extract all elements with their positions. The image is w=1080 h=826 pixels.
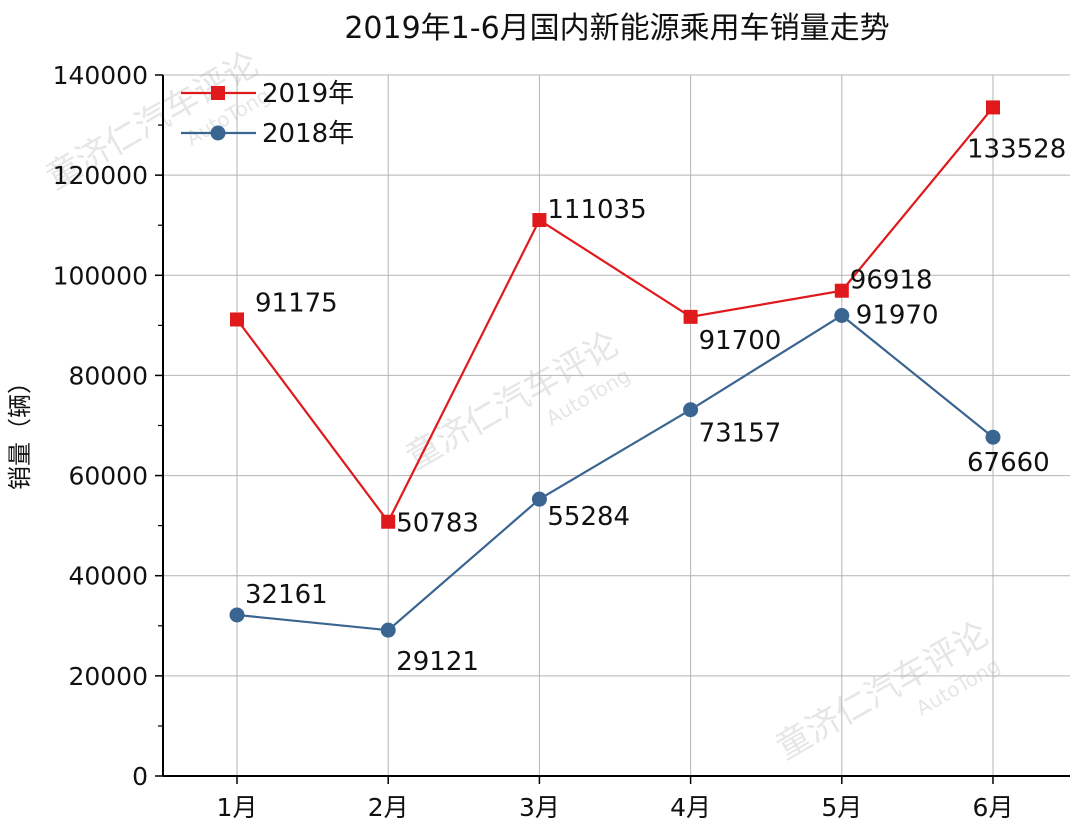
series-line [236, 314, 994, 632]
data-label: 91970 [856, 300, 939, 330]
x-tick-label: 6月 [973, 793, 1014, 822]
x-tick-label: 2月 [368, 793, 409, 822]
data-label: 67660 [967, 448, 1050, 478]
legend-marker [210, 125, 226, 141]
y-tick-labels: 0 20000 40000 60000 80000 100000 120000 140000 [53, 61, 148, 791]
series-line [236, 106, 994, 524]
data-point [985, 429, 1001, 445]
data-point [230, 312, 244, 327]
y-tick-label: 0 [132, 762, 148, 791]
x-tick-label: 3月 [519, 793, 560, 822]
x-tick-label: 1月 [217, 793, 258, 822]
x-tick-labels: 1月 2月 3月 4月 5月 6月 [217, 793, 1014, 822]
data-point [381, 514, 396, 529]
data-point [834, 307, 850, 323]
y-axis-label: 销量（辆） [6, 370, 34, 490]
legend-label: 2018年 [262, 119, 354, 149]
data-label: 91175 [255, 288, 338, 318]
data-point [532, 213, 547, 228]
data-point [229, 607, 245, 623]
x-tick-label: 5月 [821, 793, 862, 822]
data-label: 50783 [396, 509, 479, 539]
data-label: 96918 [850, 266, 933, 296]
series [229, 100, 1001, 638]
y-tick-label: 140000 [53, 61, 148, 90]
y-tick-label: 20000 [68, 662, 148, 691]
y-tick-label: 100000 [53, 261, 148, 290]
data-point [683, 402, 699, 418]
y-tick-label: 120000 [53, 161, 148, 190]
watermark-center: 童济仁汽车评论 AutoTong [400, 324, 635, 478]
data-label: 55284 [547, 502, 630, 532]
x-tick-label: 4月 [670, 793, 711, 822]
chart-title: 2019年1-6月国内新能源乘用车销量走势 [344, 11, 889, 46]
legend-marker [211, 86, 225, 100]
y-tick-label: 60000 [68, 462, 148, 491]
watermark-bottom-right: 童济仁汽车评论 AutoTong [770, 614, 1005, 768]
legend-label: 2019年 [262, 79, 354, 109]
data-labels: 91175 50783 111035 91700 96918 133528 32161 291… [245, 134, 1066, 677]
data-point [986, 100, 1000, 115]
axes [155, 74, 1070, 784]
data-point [834, 283, 849, 298]
data-label: 29121 [396, 647, 479, 677]
grid [163, 74, 1070, 776]
data-point [531, 491, 547, 507]
y-tick-label: 40000 [68, 562, 148, 591]
data-label: 91700 [699, 326, 782, 356]
data-point [380, 622, 396, 638]
y-tick-label: 80000 [68, 361, 148, 390]
data-label: 73157 [699, 419, 782, 449]
data-label: 32161 [245, 580, 328, 610]
legend: 2019年 2018年 [181, 79, 354, 149]
data-label: 111035 [547, 195, 646, 225]
data-label: 133528 [967, 134, 1066, 164]
data-point [683, 309, 698, 324]
